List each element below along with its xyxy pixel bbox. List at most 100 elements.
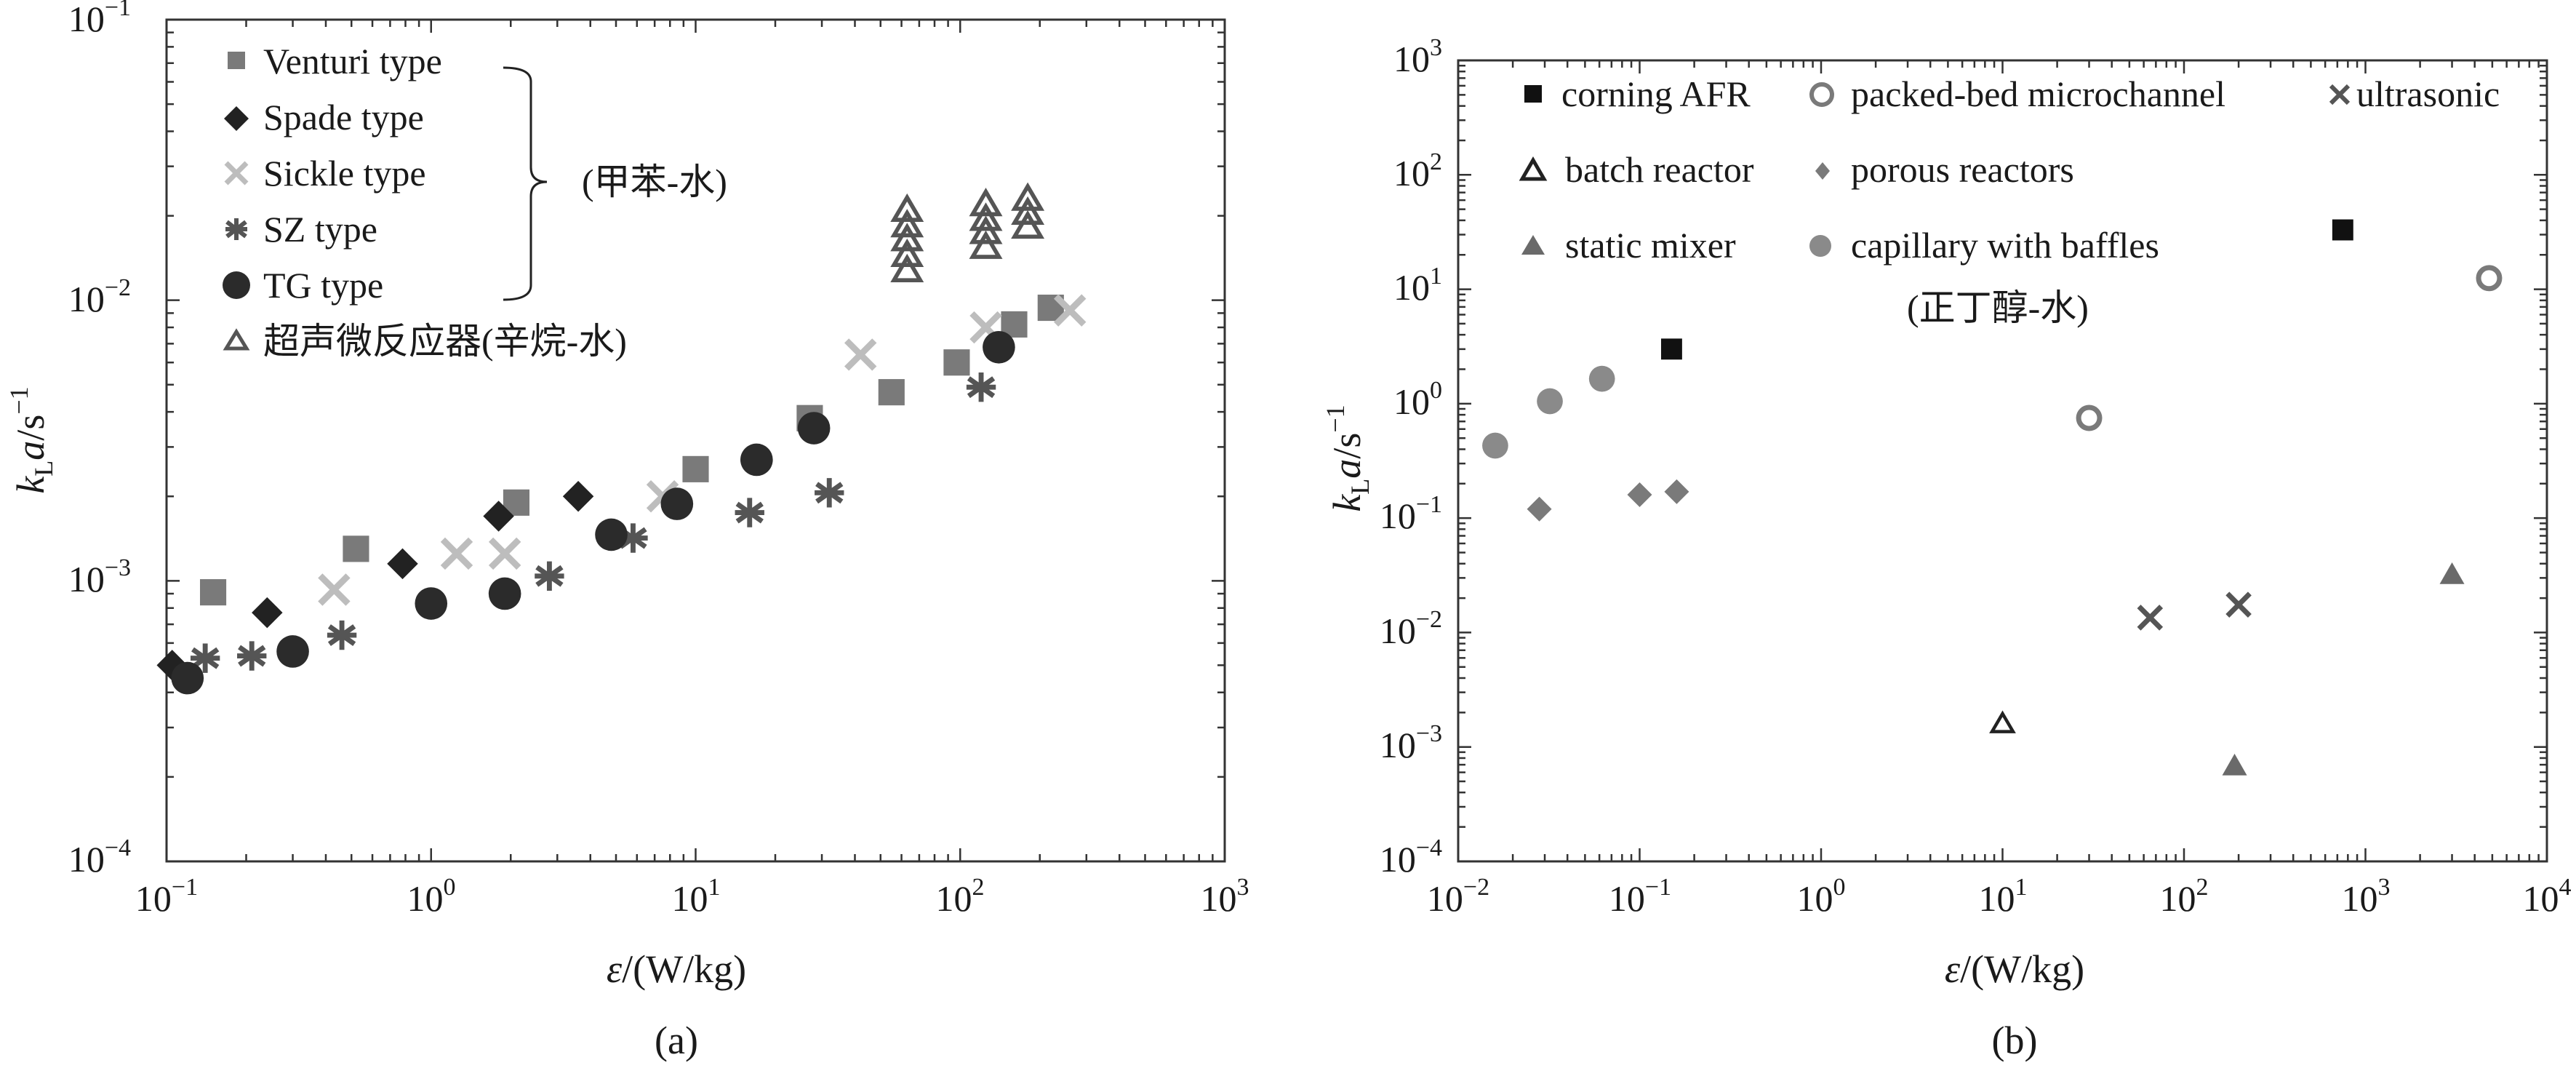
legend-item-porous: porous reactors <box>1815 149 2074 190</box>
series-spade-type <box>156 480 594 681</box>
data-point-circle <box>1588 365 1615 392</box>
data-point-x <box>844 338 877 371</box>
data-point-x <box>2225 591 2252 618</box>
data-point-square <box>343 535 369 562</box>
data-point-triangle-open <box>969 202 1003 231</box>
legend-label: Sickle type <box>263 153 426 194</box>
legend-a: Venturi type Spade type Sickle type SZ t… <box>223 41 727 362</box>
legend-marker-circle <box>223 271 250 299</box>
data-point-asterisk <box>237 641 267 671</box>
legend-marker-x <box>224 161 249 186</box>
x-tick-label-b: 10−1 <box>1609 874 1671 919</box>
y-tick-label-b: 102 <box>1393 148 1442 194</box>
y-tick-label-b: 10−4 <box>1380 834 1442 880</box>
data-point-asterisk <box>327 620 357 650</box>
data-point-triangle-open <box>890 193 924 223</box>
legend-label: packed-bed microchannel <box>1851 73 2225 114</box>
legend-label: static mixer <box>1565 225 1736 266</box>
data-point-square <box>943 349 970 376</box>
legend-label: batch reactor <box>1565 149 1754 190</box>
data-point-circle <box>171 661 204 695</box>
data-point-diamond <box>562 480 594 512</box>
x-tick-label-b: 100 <box>1797 874 1846 919</box>
series-capillary-with-baffles <box>1482 365 1615 459</box>
legend-marker-triangle <box>1521 235 1545 255</box>
x-axis-label-b: ε/(W/kg) <box>1945 947 2084 991</box>
legend-item-packed-bed: packed-bed microchannel <box>1809 73 2225 114</box>
legend-label: ultrasonic <box>2356 73 2500 114</box>
data-point-diamond <box>1527 496 1552 522</box>
data-point-diamond <box>1627 482 1652 508</box>
data-point-triangle-open <box>1989 710 2016 733</box>
y-tick-label-a: 10−2 <box>68 274 131 319</box>
data-point-triangle-open <box>890 223 924 252</box>
series- <box>890 182 1045 282</box>
legend-item-capillary: capillary with baffles <box>1809 225 2159 266</box>
legend-marker-circle-open <box>1809 82 1834 107</box>
data-point-circle <box>740 443 773 477</box>
data-point-asterisk <box>618 523 648 553</box>
data-point-triangle-open <box>1011 182 1045 211</box>
legend-item-spade: Spade type <box>224 97 424 138</box>
series-batch-reactor <box>1989 710 2016 733</box>
y-tick-label-b: 101 <box>1393 263 1442 308</box>
y-tick-label-a: 10−4 <box>68 834 131 880</box>
data-point-circle <box>595 518 628 551</box>
tick-marks <box>1457 59 2548 863</box>
legend-label: Venturi type <box>263 41 442 81</box>
y-tick-label-a: 10−1 <box>68 0 131 39</box>
legend-label: Spade type <box>263 97 424 138</box>
data-points-a <box>156 182 1087 695</box>
data-point-square <box>878 379 905 406</box>
x-tick-label-a: 100 <box>407 874 456 919</box>
x-tick-label-b: 101 <box>1979 874 2028 919</box>
legend-label: corning AFR <box>1561 73 1751 114</box>
data-point-asterisk <box>815 478 844 508</box>
x-tick-label-a: 103 <box>1201 874 1249 919</box>
x-axis-label-a: ε/(W/kg) <box>607 947 746 991</box>
legend-marker-asterisk <box>225 218 247 240</box>
y-tick-label-b: 103 <box>1393 34 1442 79</box>
data-point-x <box>1053 294 1087 327</box>
tick-marks <box>165 18 1226 863</box>
legend-bracket-label: (甲苯-水) <box>582 162 727 202</box>
data-point-circle-open <box>2076 405 2103 431</box>
legend-label: 超声微反应器(辛烷-水) <box>263 321 627 362</box>
legend-marker-diamond <box>1815 162 1830 180</box>
data-point-circle <box>983 330 1015 364</box>
series-porous-reactors <box>1527 479 1689 522</box>
data-point-circle <box>1537 388 1563 415</box>
y-axis-label-b: kLa/s−1 <box>1321 405 1375 511</box>
legend-label: TG type <box>263 265 383 306</box>
data-point-diamond <box>387 548 418 580</box>
x-tick-label-b: 104 <box>2523 874 2572 919</box>
x-tick-label-a: 10−1 <box>135 874 198 919</box>
series-tg-type <box>171 330 1015 695</box>
legend-marker-square <box>1524 85 1542 103</box>
legend-item-static-mixer: static mixer <box>1521 225 1736 266</box>
series-ultrasonic <box>2137 591 2252 631</box>
data-point-asterisk <box>190 643 220 673</box>
legend-item-ultrasonic: ultrasonic <box>2329 73 2500 114</box>
axis-ticks-a <box>165 18 1226 863</box>
legend-bracket <box>503 66 548 301</box>
legend-label: capillary with baffles <box>1851 225 2159 266</box>
data-point-square <box>682 455 709 482</box>
data-point-x <box>440 537 473 570</box>
legend-note: (正丁醇-水) <box>1907 287 2089 328</box>
x-tick-label-a: 101 <box>672 874 721 919</box>
panel-b: 10−4 10−3 10−2 10−1 100 101 102 103 10−2… <box>1321 34 2572 1062</box>
data-point-asterisk <box>735 498 764 527</box>
x-tick-label-b: 103 <box>2342 874 2391 919</box>
data-point-triangle-open <box>1011 196 1045 226</box>
legend-item-corning-afr: corning AFR <box>1524 73 1751 114</box>
x-tick-label-a: 102 <box>936 874 985 919</box>
series-packed-bed-microchannel <box>2076 265 2503 431</box>
series-corning-afr <box>1660 219 2353 360</box>
series-sz-type <box>190 372 996 673</box>
legend-marker-diamond <box>224 106 249 131</box>
legend-item-sz: SZ type <box>225 209 377 250</box>
legend-b: corning AFR packed-bed microchannel ultr… <box>1519 73 2500 328</box>
series-static-mixer <box>2222 562 2465 776</box>
legend-item-venturi: Venturi type <box>228 41 442 81</box>
